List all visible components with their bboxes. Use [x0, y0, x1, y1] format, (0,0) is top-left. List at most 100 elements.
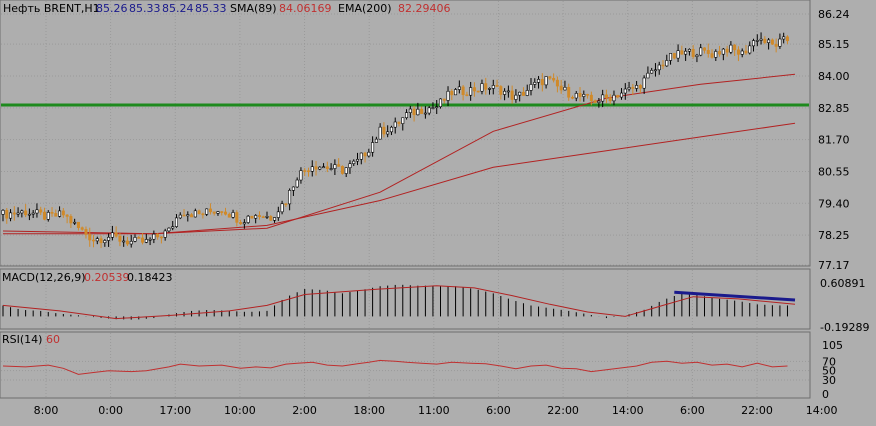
candle-body: [27, 213, 31, 216]
candle-body: [386, 131, 390, 135]
candle-body: [208, 208, 212, 213]
candle-body: [288, 190, 292, 205]
price-axis-tick: 79.40: [818, 197, 850, 210]
candle-body: [322, 166, 326, 169]
candle-body: [88, 234, 92, 241]
candle-body: [635, 85, 639, 89]
candle-body: [246, 215, 250, 223]
candle-body: [612, 94, 616, 102]
candle-body: [276, 211, 280, 218]
candle-body: [69, 216, 73, 224]
candle-body: [427, 107, 431, 114]
candle-body: [582, 94, 586, 97]
candle-body: [574, 93, 578, 99]
candle-body: [586, 94, 590, 96]
candle-body: [653, 69, 657, 72]
candle-body: [420, 108, 424, 114]
candle-body: [457, 86, 461, 90]
candle-body: [740, 50, 744, 55]
candle-body: [257, 215, 261, 218]
candle-body: [521, 91, 525, 96]
candle-body: [46, 212, 50, 220]
candle-body: [472, 87, 476, 92]
candle-body: [303, 170, 307, 172]
candle-body: [220, 211, 224, 213]
candle-body: [718, 51, 722, 55]
candle-body: [744, 50, 748, 54]
candle-body: [405, 112, 409, 119]
time-axis-tick: 2:00: [292, 404, 317, 417]
candle-body: [73, 221, 77, 224]
candle-body: [367, 151, 371, 157]
candle-body: [137, 237, 141, 239]
time-axis-tick: 8:00: [34, 404, 59, 417]
rsi-panel[interactable]: [0, 331, 811, 399]
candle-body: [733, 44, 737, 51]
candle-body: [329, 168, 333, 170]
macd-panel[interactable]: [0, 268, 811, 330]
candle-body: [548, 76, 552, 79]
price-axis-tick: 78.25: [818, 229, 850, 242]
candle-body: [642, 77, 646, 89]
candle-body: [638, 85, 642, 89]
candle-body: [450, 90, 454, 96]
candle-body: [205, 208, 209, 215]
rsi-axis-tick: 0: [822, 388, 829, 401]
candle-body: [35, 209, 39, 214]
candle-body: [669, 53, 673, 61]
macd-value-1: 0.20539: [84, 271, 130, 284]
macd-signal-line: [2, 285, 796, 320]
candle-body: [510, 90, 514, 100]
candle-body: [201, 213, 205, 216]
candle-body: [382, 126, 386, 135]
candle-body: [676, 50, 680, 59]
candle-body: [242, 222, 246, 225]
candle-body: [721, 48, 725, 55]
candle-body: [61, 210, 65, 216]
candle-body: [231, 212, 235, 218]
candle-body: [593, 100, 597, 103]
candle-body: [702, 47, 706, 51]
candle-body: [476, 90, 480, 93]
rsi-line: [2, 359, 788, 375]
candle-body: [608, 97, 612, 102]
candle-body: [748, 45, 752, 54]
grid-lines: [1, 1, 809, 397]
price-panel[interactable]: [0, 0, 811, 267]
time-axis-tick: 14:00: [612, 404, 644, 417]
candle-body: [12, 212, 16, 215]
candle-body: [50, 212, 54, 214]
candle-body: [174, 217, 178, 227]
candle-body: [352, 160, 356, 164]
time-axis-tick: 22:00: [547, 404, 579, 417]
candle-body: [770, 39, 774, 45]
candle-body: [148, 238, 152, 241]
candle-body: [431, 107, 435, 109]
candle-body: [337, 164, 341, 167]
candle-body: [235, 212, 239, 223]
candle-body: [167, 227, 171, 232]
candle-body: [680, 50, 684, 55]
candle-body: [736, 49, 740, 55]
ema-value: 82.29406: [398, 2, 451, 15]
candle-body: [631, 87, 635, 89]
price-axis-tick: 82.85: [818, 102, 850, 115]
candle-body: [224, 211, 228, 215]
candle-body: [435, 106, 439, 109]
candle-body: [80, 227, 84, 230]
candle-body: [118, 235, 122, 242]
candle-body: [752, 40, 756, 47]
close-value: 85.33: [195, 2, 227, 15]
candle-body: [133, 237, 137, 242]
candle-body: [171, 226, 175, 229]
candle-body: [273, 217, 277, 221]
candle-body: [416, 108, 420, 116]
candle-body: [299, 170, 303, 181]
candle-body: [340, 166, 344, 174]
candle-body: [767, 39, 771, 43]
candle-body: [9, 212, 13, 219]
macd-series: [2, 284, 796, 320]
candle-body: [544, 76, 548, 86]
